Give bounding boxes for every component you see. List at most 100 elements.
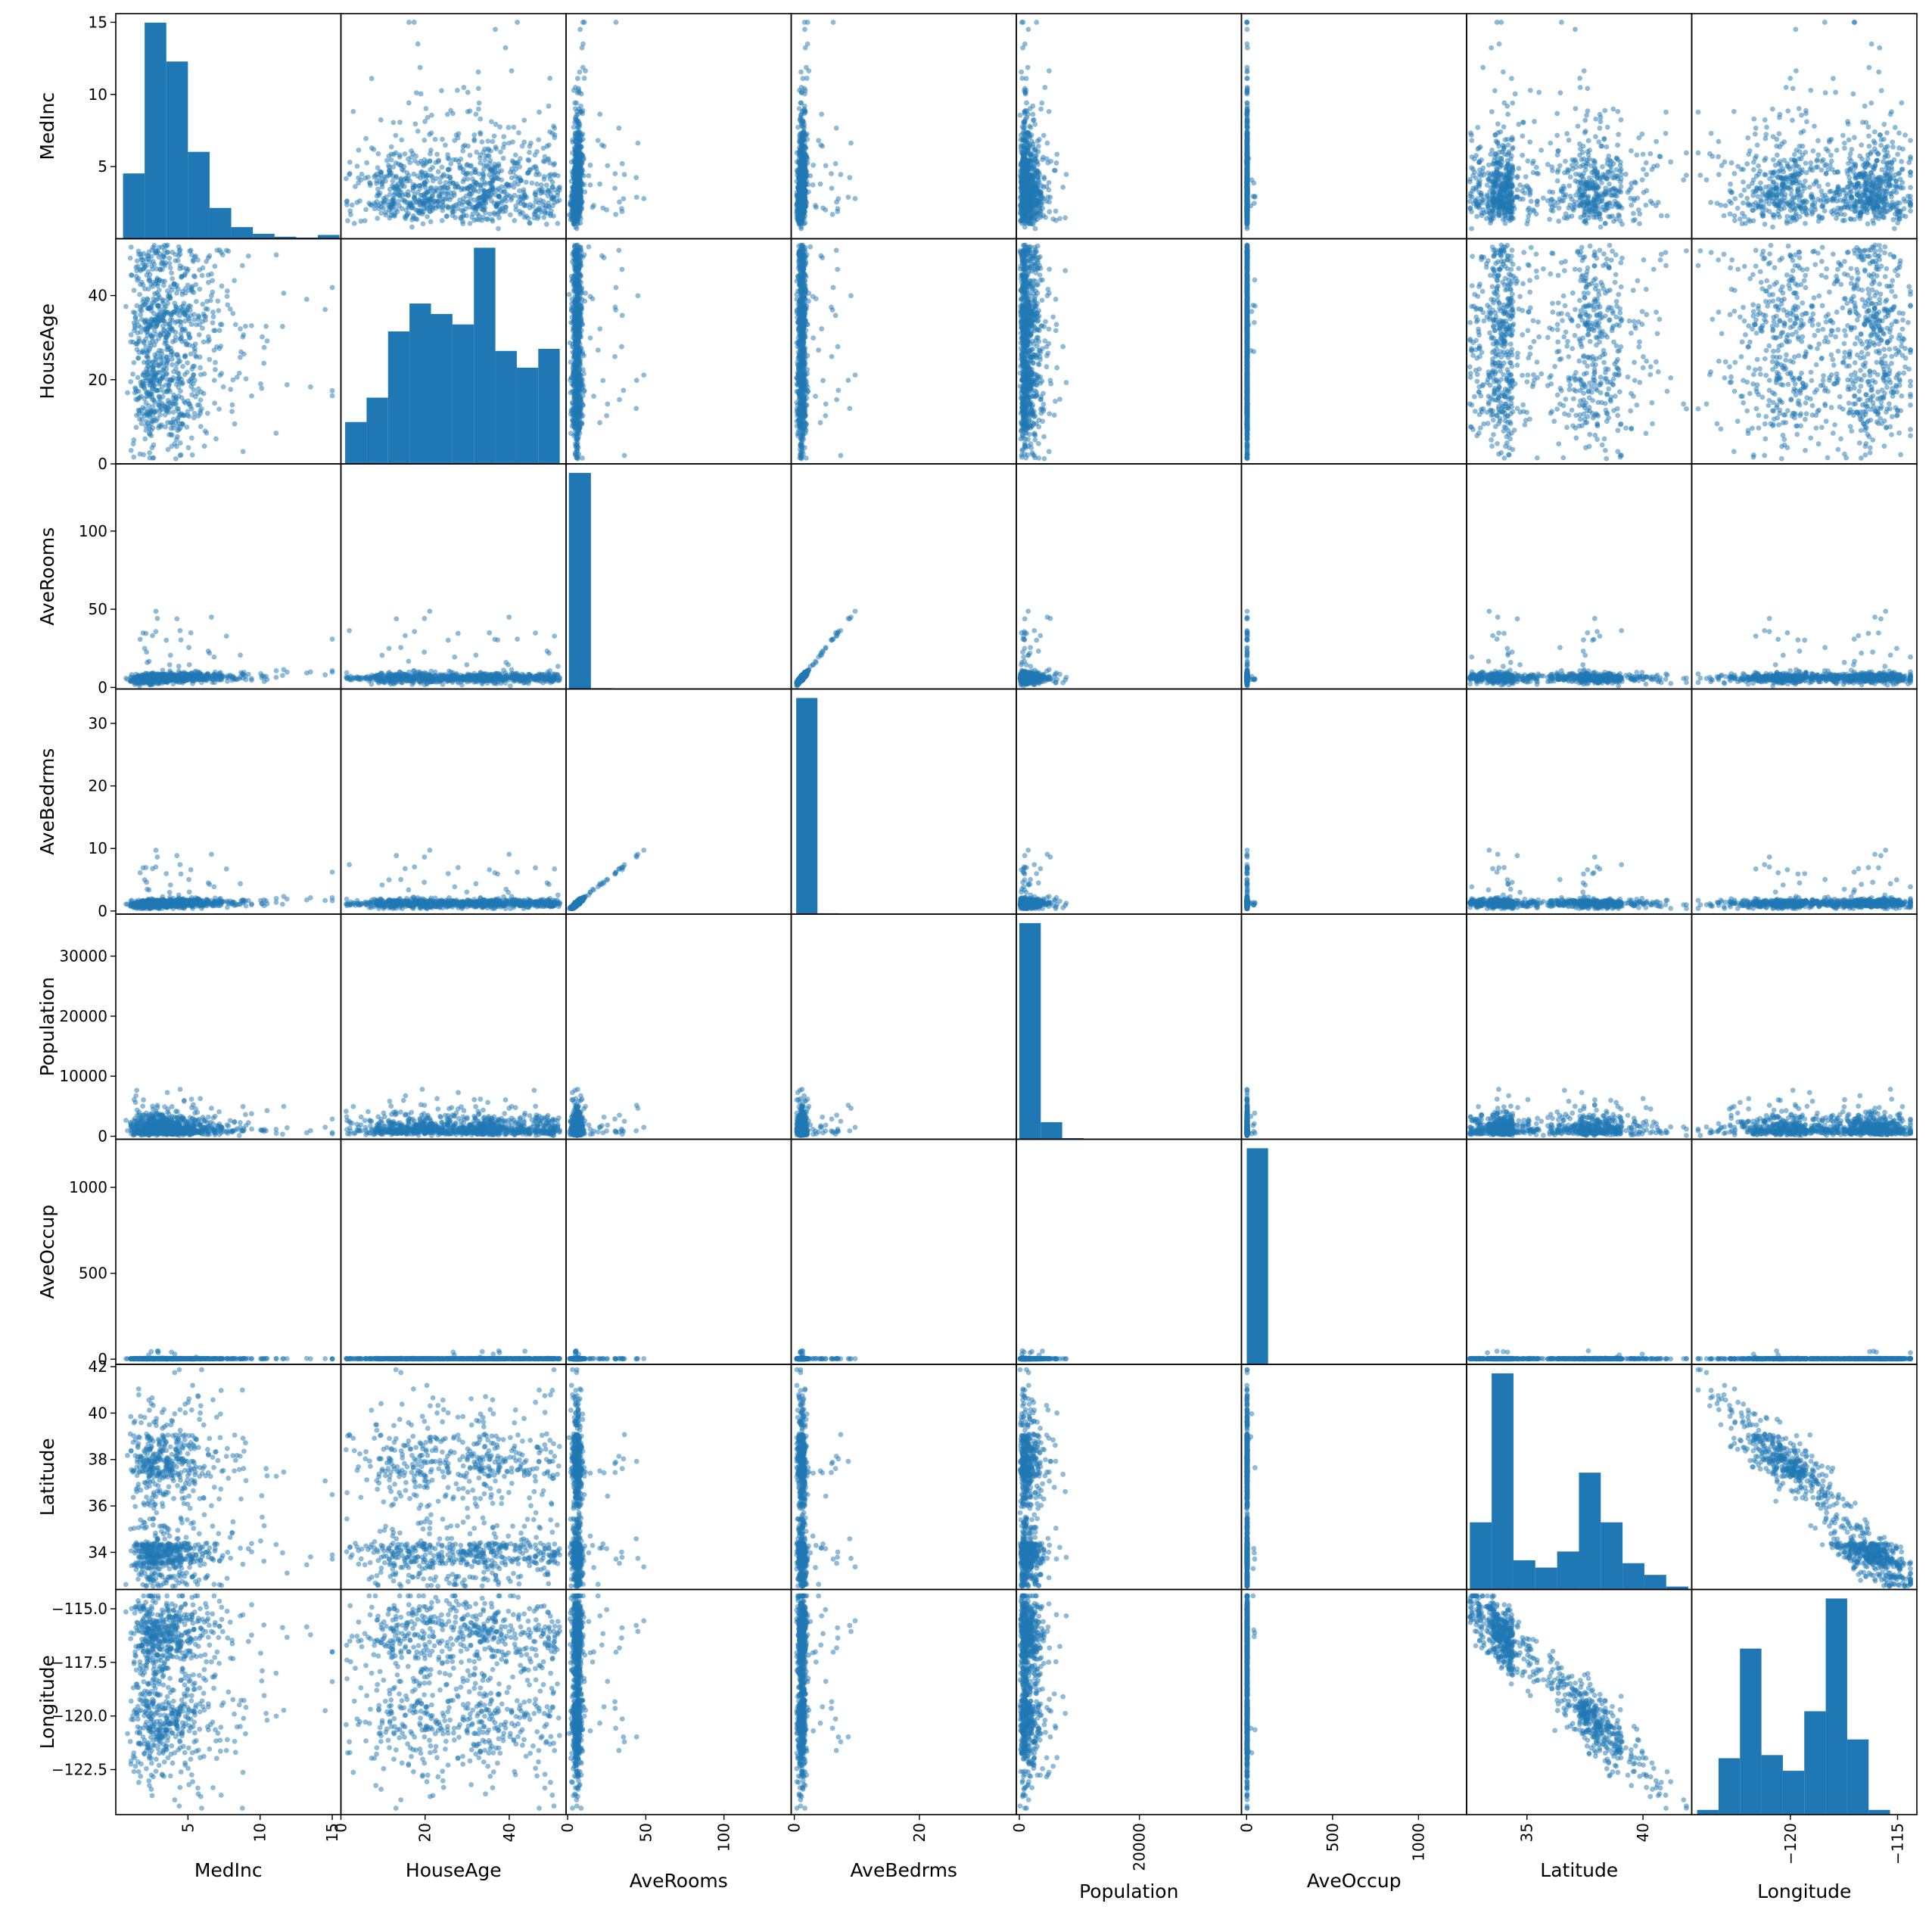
point-medinc-vs-houseage — [493, 146, 499, 152]
point-medinc-vs-population — [1032, 226, 1038, 232]
point-medinc-vs-population — [1018, 218, 1024, 223]
point-medinc-vs-houseage — [526, 157, 532, 163]
point-medinc-vs-houseage — [478, 160, 484, 166]
point-medinc-vs-latitude — [1573, 26, 1578, 33]
point-medinc-vs-latitude — [1501, 100, 1507, 106]
point-medinc-vs-houseage — [374, 199, 380, 204]
point-medinc-vs-avebedrms — [795, 124, 801, 130]
point-medinc-vs-houseage — [374, 193, 380, 199]
point-medinc-vs-houseage — [549, 208, 554, 214]
point-medinc-vs-houseage — [492, 169, 498, 175]
point-medinc-vs-population — [1022, 88, 1027, 94]
point-medinc-vs-population — [1034, 168, 1040, 173]
point-medinc-vs-houseage — [487, 211, 493, 217]
point-medinc-vs-houseage — [422, 205, 428, 211]
point-medinc-vs-avebedrms — [816, 138, 822, 143]
point-medinc-vs-averooms — [600, 205, 606, 211]
point-medinc-vs-averooms — [597, 181, 602, 187]
point-medinc-vs-houseage — [434, 151, 440, 157]
point-medinc-vs-houseage — [387, 191, 393, 198]
point-medinc-vs-population — [1046, 68, 1052, 73]
point-medinc-vs-averooms — [578, 200, 584, 206]
point-medinc-vs-averooms — [587, 162, 593, 168]
point-medinc-vs-houseage — [444, 213, 450, 219]
point-medinc-vs-houseage — [490, 138, 496, 145]
point-medinc-vs-avebedrms — [818, 142, 824, 148]
point-medinc-vs-houseage — [450, 205, 456, 211]
point-medinc-vs-population — [1022, 41, 1028, 47]
point-medinc-vs-houseage — [525, 170, 531, 176]
point-medinc-vs-latitude — [1566, 137, 1572, 143]
point-medinc-vs-houseage — [445, 205, 451, 211]
point-medinc-vs-population — [1038, 188, 1044, 194]
point-medinc-vs-population — [1020, 45, 1025, 51]
point-medinc-vs-houseage — [428, 166, 433, 173]
point-medinc-vs-houseage — [413, 153, 419, 159]
point-medinc-vs-averooms — [616, 125, 622, 131]
point-medinc-vs-population — [1031, 117, 1037, 123]
point-medinc-vs-avebedrms — [829, 185, 835, 191]
point-medinc-vs-averooms — [612, 171, 618, 176]
point-medinc-vs-avebedrms — [794, 159, 800, 165]
point-medinc-vs-latitude — [1618, 117, 1624, 123]
point-medinc-vs-houseage — [393, 150, 399, 156]
point-medinc-vs-avebedrms — [819, 111, 825, 117]
point-medinc-vs-houseage — [507, 212, 513, 218]
point-medinc-vs-houseage — [457, 197, 462, 203]
point-medinc-vs-avebedrms — [798, 141, 804, 147]
point-medinc-vs-avebedrms — [802, 88, 808, 94]
point-medinc-vs-averooms — [633, 175, 639, 181]
point-medinc-vs-averooms — [621, 196, 627, 202]
point-medinc-vs-aveoccup — [1244, 218, 1250, 223]
point-medinc-vs-houseage — [546, 103, 552, 109]
point-medinc-vs-population — [1043, 214, 1048, 220]
point-medinc-vs-population — [1038, 106, 1044, 112]
point-medinc-vs-averooms — [571, 88, 577, 93]
point-medinc-vs-houseage — [437, 179, 443, 185]
hist-bar-medinc-5 — [231, 227, 254, 239]
point-medinc-vs-houseage — [515, 20, 520, 25]
point-medinc-vs-averooms — [641, 196, 647, 201]
point-medinc-vs-houseage — [538, 182, 544, 188]
point-medinc-vs-population — [1024, 100, 1029, 106]
point-medinc-vs-population — [1022, 178, 1028, 184]
point-medinc-vs-population — [1021, 125, 1026, 131]
point-medinc-vs-averooms — [574, 112, 580, 118]
point-medinc-vs-latitude — [1681, 177, 1687, 183]
point-medinc-vs-averooms — [575, 123, 581, 129]
point-medinc-vs-houseage — [482, 157, 488, 163]
point-medinc-vs-aveoccup — [1244, 123, 1250, 129]
point-medinc-vs-houseage — [499, 200, 505, 205]
point-medinc-vs-houseage — [538, 209, 544, 215]
point-medinc-vs-houseage — [485, 216, 491, 222]
point-medinc-vs-houseage — [422, 185, 428, 191]
point-medinc-vs-houseage — [390, 164, 397, 170]
point-medinc-vs-houseage — [415, 173, 421, 179]
point-medinc-vs-avebedrms — [800, 76, 806, 82]
point-medinc-vs-population — [1026, 196, 1032, 202]
point-medinc-vs-houseage — [534, 181, 540, 187]
point-medinc-vs-houseage — [463, 172, 468, 178]
point-medinc-vs-latitude — [1581, 68, 1587, 73]
point-medinc-vs-houseage — [428, 130, 434, 136]
point-medinc-vs-latitude — [1545, 198, 1551, 204]
point-medinc-vs-aveoccup — [1244, 151, 1250, 157]
point-medinc-vs-houseage — [429, 174, 435, 180]
point-medinc-vs-population — [1051, 167, 1057, 173]
point-medinc-vs-houseage — [481, 192, 487, 198]
point-medinc-vs-latitude — [1489, 109, 1495, 115]
point-medinc-vs-houseage — [428, 151, 433, 157]
point-medinc-vs-averooms — [573, 218, 579, 223]
point-medinc-vs-houseage — [411, 20, 417, 25]
point-medinc-vs-houseage — [460, 148, 466, 154]
point-medinc-vs-houseage — [425, 114, 431, 120]
point-medinc-vs-houseage — [527, 220, 533, 226]
point-medinc-vs-houseage — [400, 167, 406, 173]
cell-medinc-vs-aveoccup — [1240, 13, 1467, 240]
point-medinc-vs-houseage — [362, 175, 369, 181]
point-medinc-vs-houseage — [543, 182, 549, 188]
point-medinc-vs-houseage — [443, 179, 449, 185]
point-medinc-vs-population — [1050, 216, 1056, 222]
point-medinc-vs-avebedrms — [804, 20, 810, 25]
